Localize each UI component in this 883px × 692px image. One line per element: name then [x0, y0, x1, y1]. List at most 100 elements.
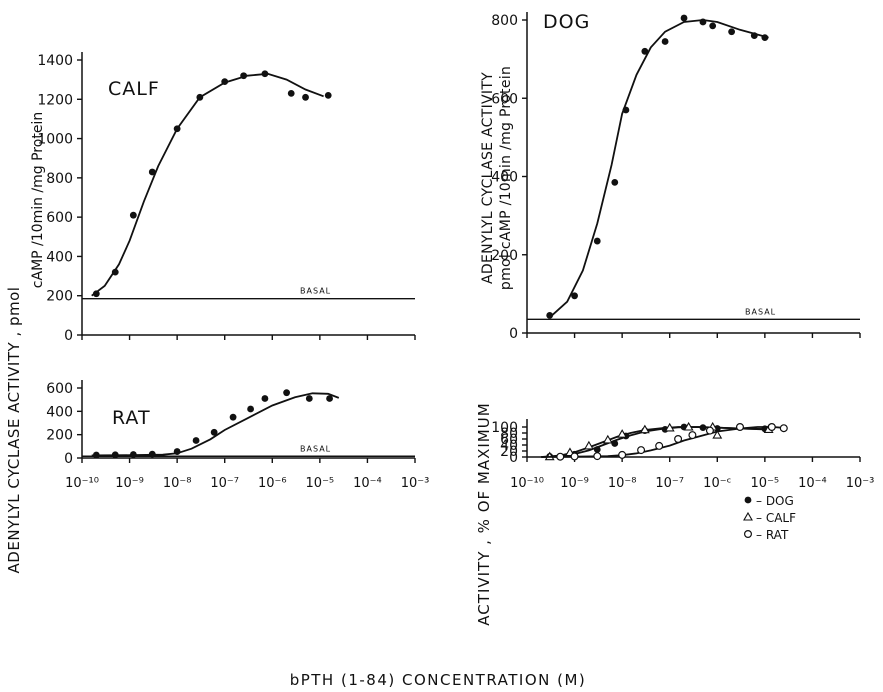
x-tick-label: 10⁻⁵ [306, 476, 335, 491]
data-point [302, 93, 309, 101]
x-tick-label: 10⁻ᶜ [703, 476, 731, 491]
data-point [680, 14, 688, 22]
data-point [111, 268, 119, 276]
data-point [709, 22, 717, 30]
fit-curve [549, 19, 769, 319]
data-point [324, 91, 332, 99]
panel-label: DOG [543, 11, 590, 33]
data-point [750, 32, 758, 40]
panel-dog: 0 200 400 600 800 DOG ADENYLYL CYCLASE ACTIVIT… [480, 11, 861, 342]
data-point [173, 125, 181, 133]
data-point [247, 405, 254, 413]
data-point [622, 106, 630, 114]
data-point [683, 421, 694, 431]
data-point [556, 452, 565, 461]
data-point [712, 429, 723, 439]
y-tick-label: 800 [46, 171, 73, 187]
panel-rat: 0 200 400 600 10⁻¹⁰ 10⁻⁹ 10⁻⁸ 10⁻⁷ 10⁻⁶ 10⁻⁵ 10⁻⁴ 1… [46, 380, 429, 491]
data-point [641, 47, 649, 55]
data-point [674, 435, 683, 444]
y-tick-label: 400 [46, 249, 73, 265]
data-point [129, 211, 137, 219]
basal-label: BASAL [300, 444, 331, 453]
x-tick-label: 10⁻³ [846, 476, 875, 491]
y-tick-label: 100 [491, 420, 518, 436]
y-axis-label: pmol cAMP /10min /mg Protein [498, 66, 514, 290]
data-point [129, 451, 137, 458]
x-tick-label: 10⁻⁷ [210, 476, 239, 491]
y-tick-label: 0 [509, 326, 518, 342]
fit-curve [91, 392, 340, 457]
legend-label: – DOG [756, 494, 794, 508]
data-point [639, 424, 650, 434]
data-point [305, 395, 313, 402]
data-point [221, 78, 229, 86]
data-point [617, 429, 628, 438]
data-point [92, 451, 100, 459]
x-tick-label: 10⁻¹⁰ [65, 476, 99, 491]
y-tick-label: 600 [46, 381, 73, 397]
y-axis-label: cAMP /10min /mg Protein [30, 112, 46, 288]
y-tick-label: 0 [509, 450, 518, 466]
panel-label: RAT [112, 407, 151, 429]
y-tick-label: 400 [46, 404, 73, 420]
x-tick-label: 10⁻⁴ [798, 476, 827, 491]
data-point [240, 72, 248, 80]
y-tick-label: 0 [64, 328, 73, 344]
data-point [602, 434, 613, 444]
x-tick-label: 10⁻³ [401, 476, 430, 491]
data-point [287, 89, 295, 97]
data-point [261, 70, 269, 78]
legend-marker [743, 511, 753, 521]
data-point [148, 168, 156, 176]
data-point [570, 452, 579, 461]
x-tick-label: 10⁻⁸ [163, 476, 192, 491]
y-tick-label: 200 [46, 428, 73, 444]
x-tick-label: 10⁻¹⁰ [510, 476, 544, 491]
data-point [326, 395, 333, 402]
y-tick-label: 1200 [37, 92, 73, 108]
data-point [261, 395, 269, 402]
legend-marker [744, 496, 752, 504]
data-point [173, 448, 181, 455]
data-point [735, 423, 744, 432]
y-tick-label: 1000 [37, 132, 73, 148]
y-tick-label: 60 [500, 432, 518, 448]
y-tick-label: 40 [500, 438, 518, 454]
y-tick-label: 600 [46, 210, 73, 226]
y-tick-label: 200 [46, 289, 73, 305]
data-point [571, 292, 578, 300]
y-tick-label: 0 [64, 451, 73, 467]
data-point [637, 446, 646, 455]
series-curve [541, 426, 788, 458]
data-point [593, 446, 601, 453]
data-point [593, 237, 601, 245]
data-point [210, 428, 218, 436]
data-point [593, 452, 602, 461]
panel-label: CALF [108, 78, 160, 100]
panel-calf: 0 200 400 600 800 1000 1200 1400 CALF cAMP /10min… [30, 52, 416, 344]
data-point [196, 93, 204, 101]
legend-label: – RAT [756, 528, 789, 542]
data-point [761, 34, 769, 42]
y-tick-label: 1400 [37, 53, 73, 69]
x-tick-label: 10⁻⁷ [655, 476, 684, 491]
data-point [148, 450, 156, 458]
data-point [611, 178, 619, 186]
y-tick-label: 80 [500, 426, 518, 442]
y-axis-label: ACTIVITY , % OF MAXIMUM [475, 402, 493, 625]
data-point [779, 424, 788, 433]
data-point [705, 426, 714, 435]
data-point [664, 422, 675, 432]
y-tick-label: 400 [491, 170, 518, 186]
data-point [111, 451, 119, 459]
data-point [728, 28, 736, 36]
data-point [767, 423, 776, 432]
y-axis-label: ADENYLYL CYCLASE ACTIVITY [480, 72, 496, 284]
x-tick-label: 10⁻⁴ [353, 476, 382, 491]
data-point [661, 38, 669, 45]
basal-label: BASAL [745, 307, 776, 316]
y-tick-label: 600 [491, 91, 518, 107]
legend-label: – CALF [756, 511, 796, 525]
